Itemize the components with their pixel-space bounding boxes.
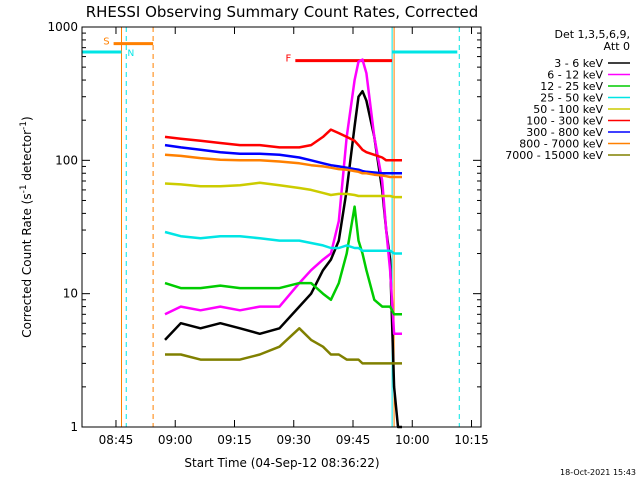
y-axis-label-sup2: -1: [19, 121, 29, 130]
y-tick-label-1: 10: [63, 287, 78, 301]
y-axis-label-sup1: -1: [19, 184, 29, 193]
y-axis-label-part3: ): [20, 116, 34, 121]
legend-label-7: 800 - 7000 keV: [519, 138, 603, 151]
y-tick-label-0: 1: [70, 420, 78, 434]
x-axis-label: Start Time (04-Sep-12 08:36:22): [184, 456, 379, 470]
series-line-8: [165, 327, 402, 365]
x-tick-label-5: 10:00: [395, 433, 430, 447]
x-tick-label-1: 09:00: [158, 433, 193, 447]
x-axis: 08:45 09:00 09:15 09:30 09:45 10:00 10:15: [99, 27, 489, 447]
series-line-5: [164, 128, 402, 162]
series-line-4: [164, 181, 402, 199]
x-tick-label-0: 08:45: [99, 433, 134, 447]
series-line-1: [164, 58, 402, 336]
legend-label-1: 6 - 12 keV: [547, 69, 603, 82]
x-tick-label-6: 10:15: [454, 433, 489, 447]
y-tick-label-3: 1000: [47, 20, 78, 34]
x-tick-label-4: 09:45: [336, 433, 371, 447]
plot-frame: [81, 26, 482, 428]
y-axis-label-part1: Corrected Count Rate (s: [20, 193, 34, 337]
y-axis-label-part2: detector: [20, 130, 34, 185]
flag-label-s: S: [103, 37, 109, 48]
legend-label-0: 3 - 6 keV: [554, 57, 603, 70]
legend-header-attenuator: Att 0: [604, 40, 630, 53]
legend-label-6: 300 - 800 keV: [526, 126, 603, 139]
series-line-3: [164, 230, 402, 255]
series-line-7: [164, 153, 402, 179]
flag-label-f: F: [286, 54, 292, 65]
legend-label-4: 50 - 100 keV: [533, 103, 603, 116]
y-tick-label-2: 100: [55, 153, 78, 167]
series-line-6: [164, 143, 402, 175]
chart-title: RHESSI Observing Summary Count Rates, Co…: [86, 3, 479, 21]
x-tick-label-3: 09:30: [276, 433, 311, 447]
legend-label-2: 12 - 25 keV: [540, 80, 603, 93]
y-axis-label: Corrected Count Rate (s-1 detector-1): [19, 116, 34, 337]
y-axis: 1 10 100 1000: [47, 20, 481, 434]
x-tick-label-2: 09:15: [217, 433, 252, 447]
legend-label-5: 100 - 300 keV: [526, 115, 603, 128]
legend-label-8: 7000 - 15000 keV: [505, 149, 603, 162]
legend-header-detectors: Det 1,3,5,6,9,: [554, 28, 630, 41]
night-label-0: N: [128, 49, 135, 59]
plot-area: N S F: [82, 27, 460, 429]
series-line-2: [164, 205, 402, 316]
generation-timestamp: 18-Oct-2021 15:43: [560, 468, 636, 477]
legend-label-3: 25 - 50 keV: [540, 92, 603, 105]
